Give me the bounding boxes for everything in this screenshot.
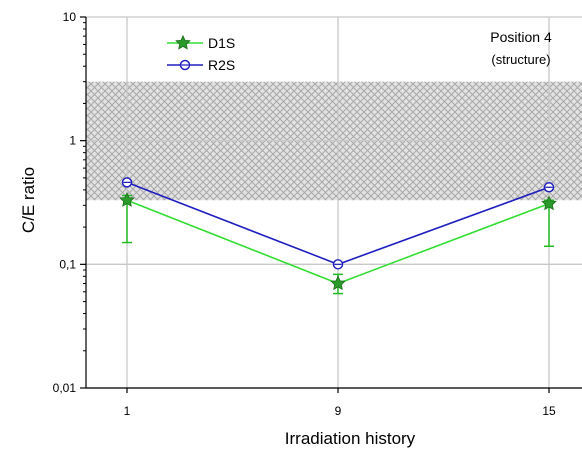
x-tick-label: 9 — [335, 404, 342, 418]
annotation-line-1: Position 4 — [490, 29, 552, 45]
x-tick-label: 15 — [542, 404, 556, 418]
y-tick-label: 1 — [69, 134, 76, 148]
x-axis-title: Irradiation history — [285, 429, 416, 448]
y-tick-label: 0,01 — [53, 381, 77, 395]
legend-marker-r2s — [179, 59, 191, 71]
annotation-line-2: (structure) — [491, 52, 550, 67]
y-tick-label: 0,1 — [59, 257, 76, 271]
data-point-r2s — [121, 177, 133, 188]
legend-label-d1s: D1S — [208, 35, 235, 51]
data-point-r2s — [332, 259, 344, 270]
data-point-r2s — [543, 182, 555, 193]
legend: D1S R2S — [167, 35, 235, 73]
y-tick-label: 10 — [63, 10, 77, 24]
plot-area — [86, 17, 582, 388]
x-tick-label: 1 — [124, 404, 131, 418]
legend-label-r2s: R2S — [208, 57, 235, 73]
y-axis-title: C/E ratio — [19, 167, 38, 233]
